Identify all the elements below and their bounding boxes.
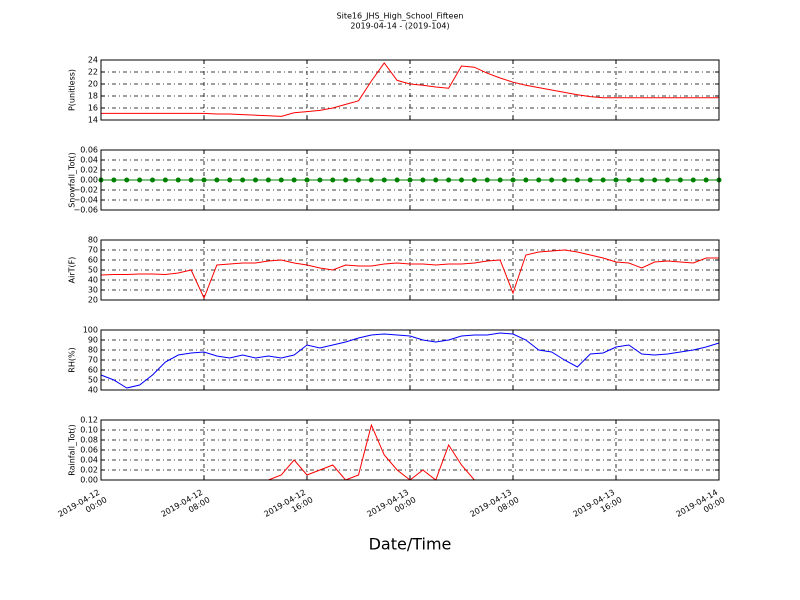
data-point [111, 177, 117, 183]
data-point [214, 177, 220, 183]
data-point [330, 177, 336, 183]
data-point [639, 177, 645, 183]
y-axis-label: RH(%) [68, 347, 77, 372]
y-tick-label: 30 [88, 286, 98, 295]
y-tick-label: 40 [88, 276, 98, 285]
y-tick-label: 20 [88, 296, 98, 305]
data-point [562, 177, 567, 183]
plot-frame [100, 59, 720, 121]
data-point [343, 177, 349, 183]
y-tick-label: 16 [88, 104, 98, 113]
data-point [433, 177, 439, 183]
data-point [162, 177, 168, 183]
data-point [356, 177, 361, 183]
data-point [652, 177, 658, 183]
data-point [188, 177, 194, 183]
y-tick-label: −0.02 [73, 186, 98, 195]
data-point [317, 177, 323, 183]
data-point [124, 177, 130, 183]
data-point [420, 177, 426, 183]
y-tick-label: 80 [88, 236, 98, 245]
data-point [407, 177, 413, 183]
data-point [510, 177, 516, 183]
y-tick-label: 0.02 [80, 466, 98, 475]
data-point [574, 177, 580, 183]
y-axis-label: Snowfall_Tot() [68, 152, 77, 208]
data-point [240, 177, 246, 183]
y-axis-label: Rainfall_Tot() [68, 424, 77, 476]
figure-subtitle: 2019-04-14 - (2019-104) [350, 22, 449, 31]
data-point [175, 177, 181, 183]
data-line [100, 332, 720, 389]
y-tick-label: 0.06 [80, 146, 98, 155]
y-tick-label: 22 [88, 68, 98, 77]
data-point [703, 177, 709, 183]
data-point [484, 177, 490, 183]
data-point [690, 177, 696, 183]
y-tick-label: 0.00 [80, 476, 98, 485]
data-point [265, 177, 271, 183]
data-point [304, 177, 310, 183]
y-tick-label: 24 [88, 56, 98, 65]
data-point [381, 177, 387, 183]
y-axis-label: AirT(F) [68, 257, 77, 284]
y-tick-label: 0.12 [80, 416, 98, 425]
data-point [626, 177, 632, 183]
data-point [446, 177, 452, 183]
data-point [137, 177, 143, 183]
data-point [278, 177, 284, 183]
y-tick-label: 0.04 [80, 156, 98, 165]
y-axis-label: P(unitless) [68, 69, 77, 111]
plot-frame [100, 149, 720, 211]
data-line [101, 62, 719, 117]
plot-frame [100, 419, 720, 481]
data-point [600, 177, 606, 183]
y-tick-label: 80 [88, 346, 98, 355]
y-tick-label: 14 [88, 116, 98, 125]
y-tick-label: 0.08 [80, 436, 98, 445]
y-tick-label: −0.06 [73, 206, 98, 215]
data-point [368, 177, 374, 183]
data-point [497, 177, 503, 183]
y-tick-label: 50 [88, 266, 98, 275]
y-tick-label: 40 [88, 386, 98, 395]
data-line [100, 249, 719, 300]
y-tick-label: 90 [88, 336, 98, 345]
data-point [201, 177, 207, 183]
y-tick-label: 0.04 [80, 456, 98, 465]
y-tick-label: 0.02 [80, 166, 98, 175]
data-point [150, 177, 155, 183]
y-tick-label: 100 [83, 326, 98, 335]
y-tick-label: 60 [88, 366, 98, 375]
y-tick-label: 70 [88, 356, 98, 365]
y-tick-label: 18 [88, 92, 98, 101]
y-tick-label: 50 [88, 376, 98, 385]
y-tick-label: 20 [88, 80, 98, 89]
plot-frame [100, 329, 720, 391]
plot-frame [100, 239, 720, 301]
data-point [665, 177, 670, 183]
data-point [394, 177, 400, 183]
data-point [253, 177, 258, 183]
y-tick-label: 0.10 [80, 426, 98, 435]
data-point [459, 177, 464, 183]
data-point [613, 177, 619, 183]
data-point [677, 177, 683, 183]
data-point [227, 177, 233, 183]
y-tick-label: 0.00 [80, 176, 98, 185]
y-tick-label: 0.06 [80, 446, 98, 455]
y-tick-label: 70 [88, 246, 98, 255]
data-point [471, 177, 477, 183]
data-point [536, 177, 542, 183]
data-point [587, 177, 593, 183]
y-tick-label: −0.04 [73, 196, 98, 205]
data-point [291, 177, 297, 183]
data-point [523, 177, 529, 183]
figure-title: Site16_JHS_High_School_Fifteen [337, 12, 464, 21]
x-axis-label: Date/Time [369, 535, 452, 554]
data-point [549, 177, 555, 183]
y-tick-label: 60 [88, 256, 98, 265]
